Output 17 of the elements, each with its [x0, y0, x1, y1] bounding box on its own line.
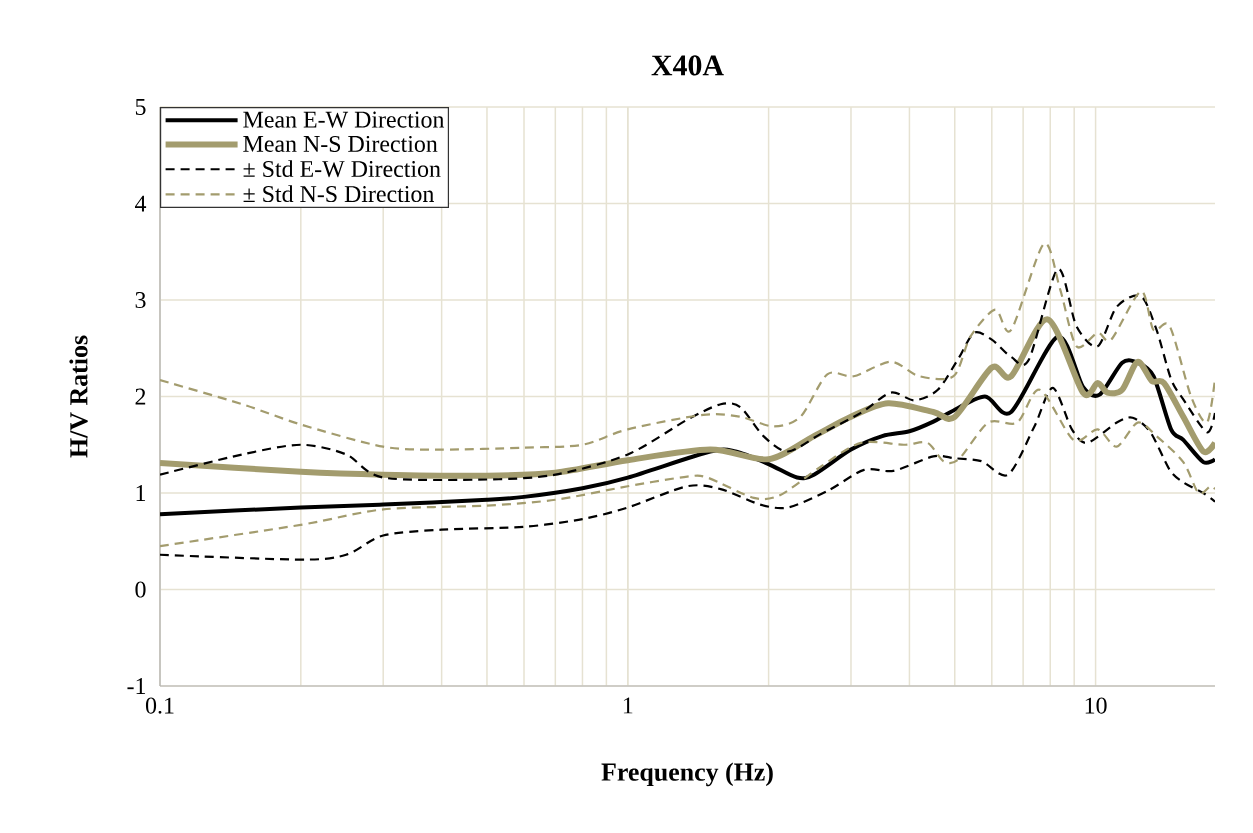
y-tick-label: 3: [135, 291, 146, 309]
x-tick-label: 1: [623, 697, 633, 714]
x-tick-label: 0.1: [145, 697, 174, 714]
y-tick-label: 0: [135, 581, 146, 598]
x-tick-label: 10: [1085, 697, 1107, 714]
legend-label: ± Std N-S Direction: [243, 185, 435, 203]
y-axis-title: H/V Ratios: [69, 335, 88, 458]
legend-label: ± Std E-W Direction: [243, 160, 441, 178]
y-tick-label: 2: [135, 388, 146, 405]
x-axis-title: Frequency (Hz): [601, 762, 773, 787]
y-tick-label: 5: [135, 99, 146, 115]
y-tick-label: -1: [127, 678, 146, 694]
legend-label: Mean N-S Direction: [243, 135, 438, 152]
y-tick-label: 4: [134, 195, 147, 212]
legend-label: Mean E-W Direction: [243, 111, 445, 128]
y-tick-label: 1: [136, 485, 146, 501]
chart-title: X40A: [651, 55, 724, 76]
